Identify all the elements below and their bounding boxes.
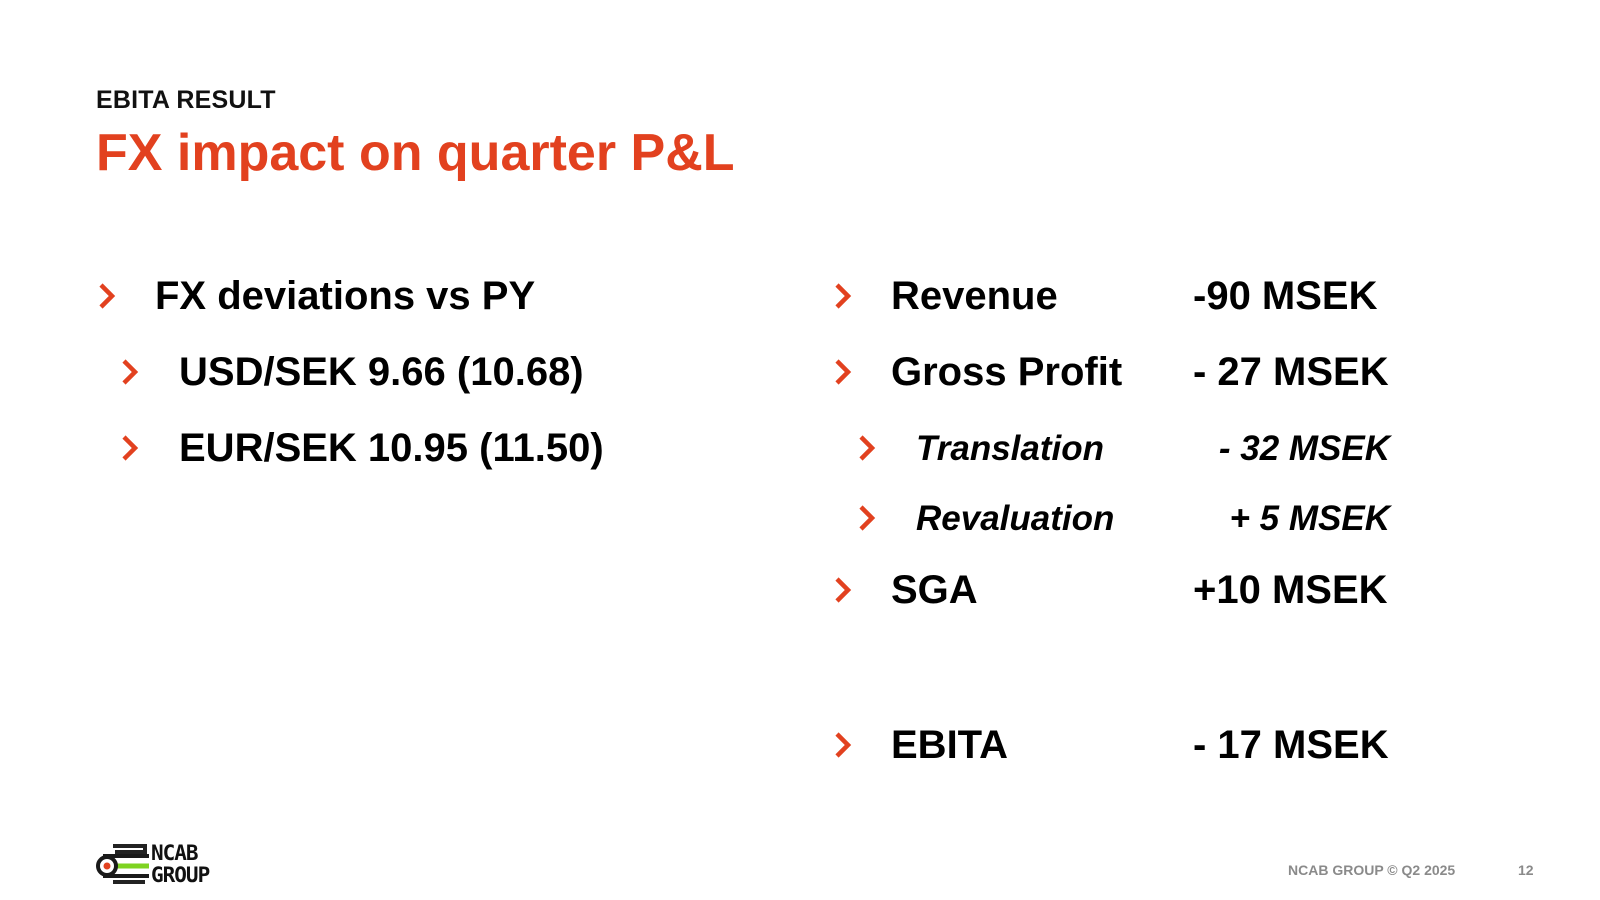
chevron-right-icon	[832, 357, 854, 387]
row-label-sga: SGA	[891, 568, 978, 612]
fx-deviations-heading: FX deviations vs PY	[155, 274, 536, 318]
row-value-translation: - 32 MSEK	[1218, 429, 1390, 468]
page-number: 12	[1518, 862, 1534, 878]
logo-line-1: NCAB	[151, 841, 199, 865]
rate-usd-sek: USD/SEK 9.66 (10.68)	[179, 350, 584, 394]
chevron-right-icon	[832, 281, 854, 311]
slide-title: FX impact on quarter P&L	[96, 124, 735, 182]
row-value-gross-profit: - 27 MSEK	[1193, 350, 1389, 394]
rate-eur-sek: EUR/SEK 10.95 (11.50)	[179, 426, 604, 470]
row-value-sga: +10 MSEK	[1193, 568, 1388, 612]
ncab-logo-icon	[96, 844, 149, 884]
row-value-revenue: -90 MSEK	[1193, 274, 1378, 318]
row-value-ebita: - 17 MSEK	[1193, 723, 1389, 767]
row-label-ebita: EBITA	[891, 723, 1009, 767]
row-label-revenue: Revenue	[891, 274, 1058, 318]
row-label-revaluation: Revaluation	[916, 499, 1115, 538]
ncab-logo: NCAB GROUP	[95, 842, 235, 890]
chevron-right-icon	[832, 575, 854, 605]
logo-line-2: GROUP	[151, 863, 210, 887]
chevron-right-icon	[856, 433, 878, 463]
chevron-right-icon	[119, 433, 141, 463]
chevron-right-icon	[119, 357, 141, 387]
chevron-right-icon	[856, 503, 878, 533]
row-label-translation: Translation	[916, 429, 1105, 468]
row-value-revaluation: + 5 MSEK	[1229, 499, 1390, 538]
chevron-right-icon	[96, 281, 118, 311]
footer-copyright: NCAB GROUP © Q2 2025	[1288, 862, 1456, 878]
row-label-gross-profit: Gross Profit	[891, 350, 1123, 394]
slide-kicker: EBITA RESULT	[96, 86, 276, 114]
chevron-right-icon	[832, 730, 854, 760]
